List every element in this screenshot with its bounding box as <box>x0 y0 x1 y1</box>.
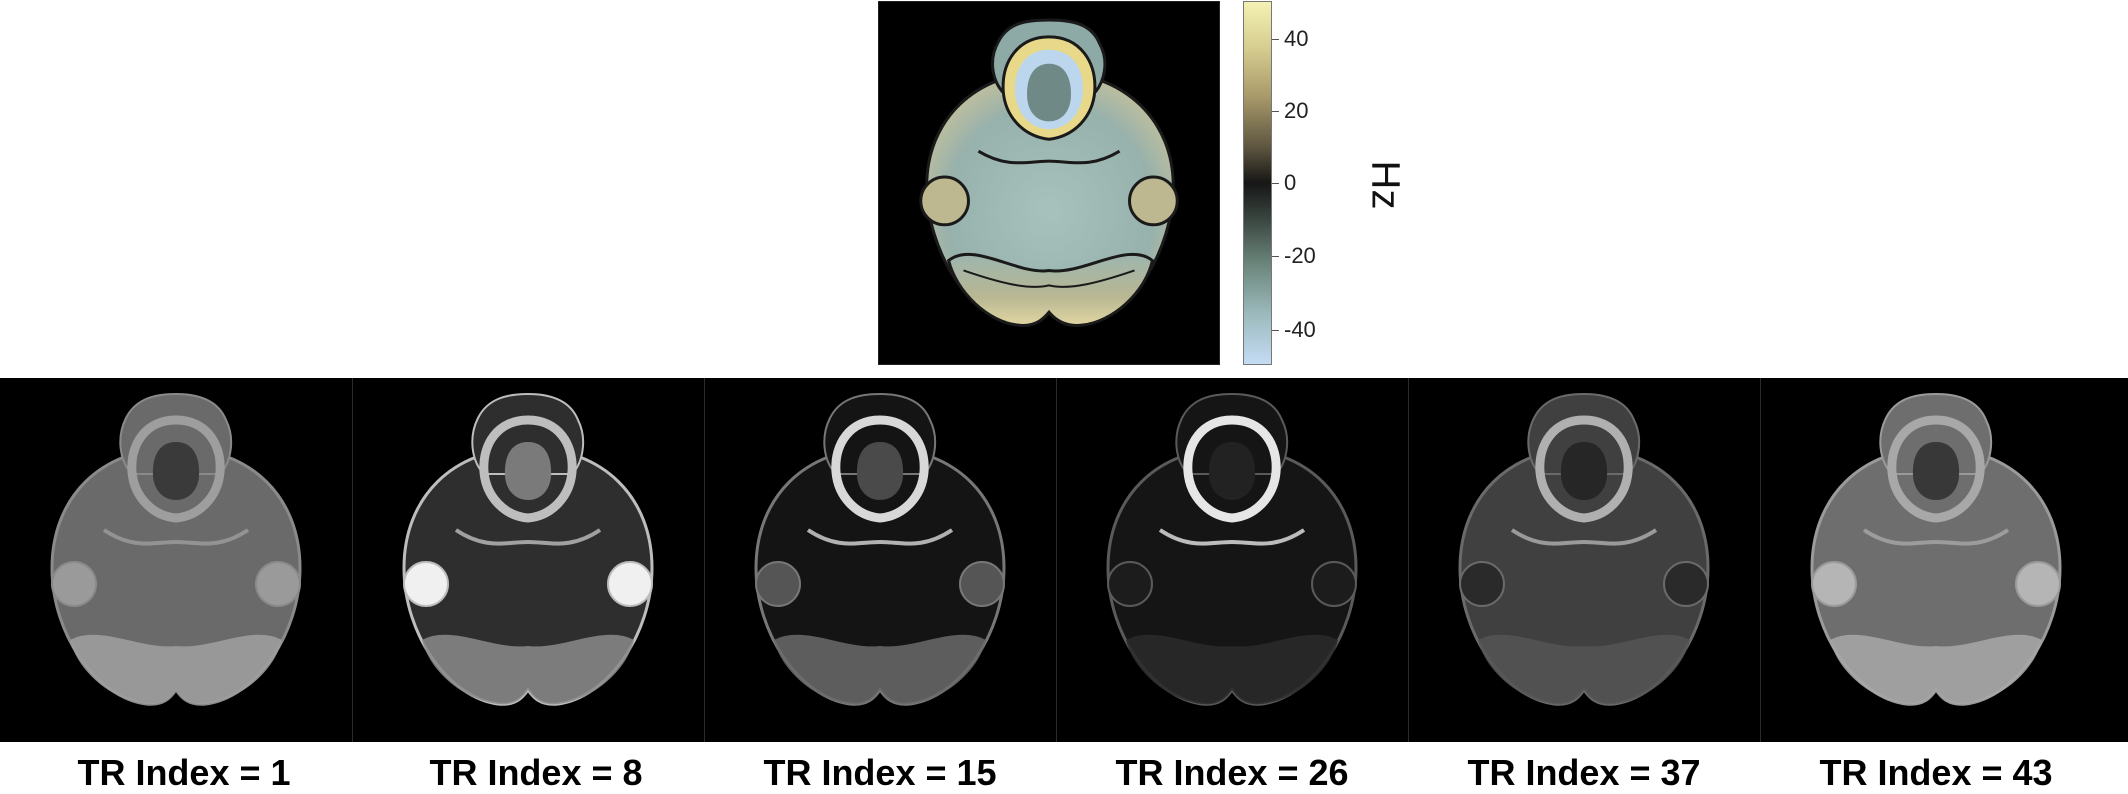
frame-caption-5: TR Index = 37 <box>1467 752 1701 793</box>
mri-slice-svg <box>352 378 704 742</box>
frame-divider <box>1760 378 1761 742</box>
mri-frame-5 <box>1408 378 1760 742</box>
frame-divider <box>352 378 353 742</box>
frame-caption-3: TR Index = 15 <box>763 752 997 793</box>
colorbar-tick <box>1272 330 1279 331</box>
colorbar-tick-label: -20 <box>1284 243 1316 268</box>
mri-frame-6 <box>1760 378 2112 742</box>
frame-divider <box>1056 378 1057 742</box>
colorbar-tick-label: 0 <box>1284 170 1297 195</box>
mri-slice-svg <box>1056 378 1408 742</box>
frame-caption-4: TR Index = 26 <box>1115 752 1349 793</box>
mri-frame-4 <box>1056 378 1408 742</box>
colorbar-tick <box>1272 183 1279 184</box>
mri-frame-1 <box>0 378 352 742</box>
field-map-image <box>878 1 1220 365</box>
colorbar-tick <box>1272 256 1279 257</box>
colorbar-unit-label: Hz <box>1363 160 1408 210</box>
colorbar <box>1243 1 1272 365</box>
mri-frame-3 <box>704 378 1056 742</box>
frame-caption-6: TR Index = 43 <box>1819 752 2053 793</box>
colorbar-tick-label: 40 <box>1284 26 1309 51</box>
mri-slice-svg <box>1408 378 1760 742</box>
mri-slice-svg <box>704 378 1056 742</box>
colorbar-tick-label: 20 <box>1284 98 1309 123</box>
mri-slice-svg <box>0 378 352 742</box>
mri-frame-2 <box>352 378 704 742</box>
field-map-svg <box>919 18 1179 327</box>
colorbar-tick <box>1272 39 1279 40</box>
frame-divider <box>1408 378 1409 742</box>
mri-slice-svg <box>1760 378 2112 742</box>
colorbar-tick <box>1272 111 1279 112</box>
frame-divider <box>704 378 705 742</box>
frame-caption-2: TR Index = 8 <box>429 752 643 793</box>
frame-caption-1: TR Index = 1 <box>77 752 291 793</box>
mri-frame-strip <box>0 378 2128 742</box>
colorbar-tick-label: -40 <box>1284 317 1316 342</box>
